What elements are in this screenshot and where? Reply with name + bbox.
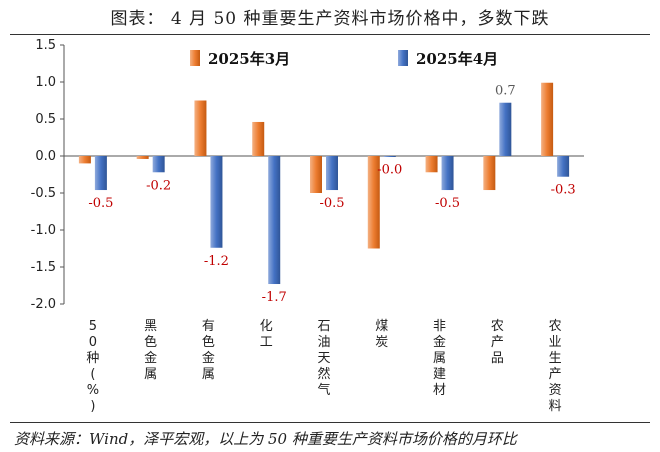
category-label-char: 非 (433, 319, 446, 334)
y-tick-label: 0.0 (35, 149, 56, 164)
legend-label: 2025年3月 (208, 50, 290, 68)
category-label-char: 料 (549, 399, 562, 414)
bar (210, 156, 223, 248)
bar (557, 156, 570, 177)
category-label-char: 资 (549, 383, 562, 398)
legend-label: 2025年4月 (416, 50, 498, 68)
category-label-char: 气 (317, 382, 330, 398)
y-tick-label: -1.5 (31, 260, 56, 275)
bar (194, 100, 207, 156)
bar (152, 156, 165, 173)
bar (94, 156, 107, 191)
category-label-char: ( (90, 367, 95, 382)
y-tick-label: 0.5 (35, 112, 56, 127)
category-label-char: ) (90, 399, 95, 414)
category-label-char: 种 (86, 351, 99, 366)
data-label: -1.7 (262, 290, 287, 305)
bar (367, 156, 380, 249)
legend-swatch (398, 50, 408, 66)
category-label-char: 建 (433, 367, 446, 382)
legend-swatch (190, 50, 200, 66)
bar (541, 82, 554, 156)
category-label-char: 油 (317, 335, 330, 350)
bar (268, 156, 281, 285)
bar (499, 102, 512, 156)
y-tick-label: -1.0 (31, 223, 56, 238)
y-tick-label: 1.5 (35, 38, 56, 53)
category-label-char: 金 (144, 350, 157, 366)
data-label: -1.2 (204, 254, 229, 269)
category-label-char: 色 (202, 334, 215, 350)
data-label: -0.3 (551, 183, 576, 198)
category-label-char: 材 (433, 383, 446, 398)
category-label-char: 农 (491, 319, 504, 334)
data-label: -0.5 (319, 196, 344, 211)
top-rule (10, 34, 650, 35)
category-label-char: 天 (317, 351, 330, 366)
bottom-rule (10, 422, 650, 423)
source-note: 资料来源：Wind，泽平宏观，以上为 50 种重要生产资料市场价格的月环比 (14, 430, 517, 448)
category-label-char: 色 (144, 334, 157, 350)
bar (136, 156, 149, 159)
category-label-char: 化 (260, 319, 273, 334)
category-label-char: 属 (144, 367, 157, 382)
data-label: -0.5 (435, 196, 460, 211)
y-tick-label: -0.5 (31, 186, 56, 201)
category-label-char: 煤 (375, 319, 388, 334)
bar-chart: 1.5 1.0 0.5 0.0 -0.5 -1.0 -1.5 -2.0 -0.5 50种(%) -0… (31, 38, 584, 414)
bar (441, 156, 454, 191)
bar (252, 121, 265, 156)
bar (383, 156, 396, 157)
data-label: -0.5 (88, 196, 113, 211)
data-label: -0.2 (146, 178, 171, 193)
category-label-char: 品 (491, 351, 504, 366)
category-label-char: 业 (549, 335, 562, 350)
bar (78, 156, 91, 164)
category-label-char: 然 (317, 366, 330, 382)
data-label: 0.7 (495, 84, 516, 99)
category-label-char: 5 (89, 319, 97, 334)
category-label-char: 金 (433, 334, 446, 350)
category-label-char: 金 (202, 350, 215, 366)
category-label-char: 产 (549, 367, 562, 382)
bar (425, 156, 438, 173)
category-label-char: % (87, 383, 99, 398)
category-label-char: 农 (549, 319, 562, 334)
bar (483, 156, 496, 191)
figure-title: 图表： 4 月 50 种重要生产资料市场价格中，多数下跌 (110, 9, 550, 29)
data-label: -0.0 (377, 163, 402, 178)
category-label-char: 工 (260, 335, 273, 350)
category-label-char: 产 (491, 335, 504, 350)
category-label-char: 有 (202, 319, 215, 334)
category-label-char: 0 (89, 335, 97, 350)
category-label-char: 属 (202, 367, 215, 382)
category-label-char: 属 (433, 351, 446, 366)
bar (310, 156, 322, 193)
y-tick-label: -2.0 (31, 297, 56, 312)
category-label-char: 石 (317, 319, 330, 334)
category-label-char: 炭 (375, 335, 388, 350)
y-tick-label: 1.0 (35, 75, 56, 90)
category-label-char: 生 (549, 351, 562, 366)
category-label-char: 黑 (144, 319, 157, 334)
bar (326, 156, 338, 191)
